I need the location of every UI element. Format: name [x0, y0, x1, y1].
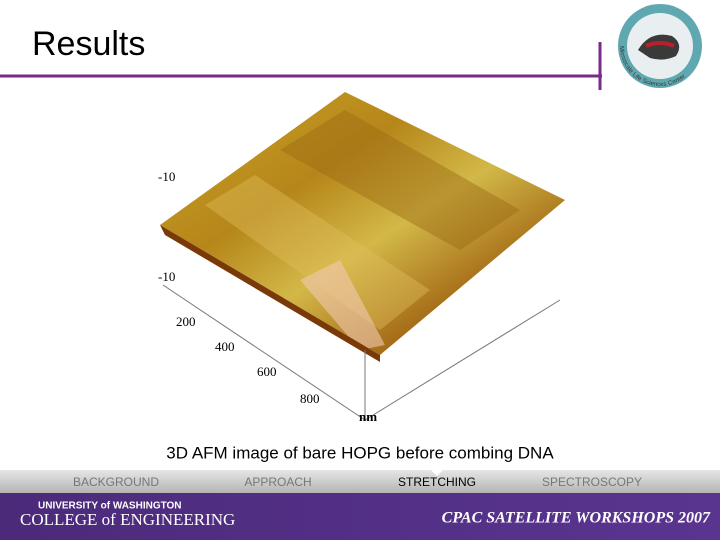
nav-item[interactable]: SPECTROSCOPY: [542, 475, 642, 489]
nav-bar: [0, 470, 720, 493]
event-name: CPAC SATELLITE WORKSHOPS 2007: [442, 510, 711, 527]
nav-item[interactable]: BACKGROUND: [73, 475, 159, 489]
axis-label: 400: [215, 339, 235, 354]
nav-item[interactable]: APPROACH: [244, 475, 311, 489]
university-name: UNIVERSITY of WASHINGTON: [38, 501, 182, 512]
axis-label: nm: [359, 409, 377, 424]
college-name: COLLEGE of ENGINEERING: [20, 510, 235, 529]
slide-title: Results: [32, 25, 145, 63]
nav-item[interactable]: STRETCHING: [398, 475, 476, 489]
figure-caption: 3D AFM image of bare HOPG before combing…: [166, 443, 554, 462]
active-indicator: [431, 470, 443, 476]
axis-label: -10: [158, 269, 175, 284]
axis-label: 600: [257, 364, 277, 379]
axis-label: 200: [176, 314, 196, 329]
axis-label: 800: [300, 391, 320, 406]
afm-image: [155, 92, 565, 425]
axis-label: -10: [158, 169, 175, 184]
logo: Microscale Life Sciences Center: [618, 4, 702, 88]
footer-bar: [0, 493, 720, 540]
